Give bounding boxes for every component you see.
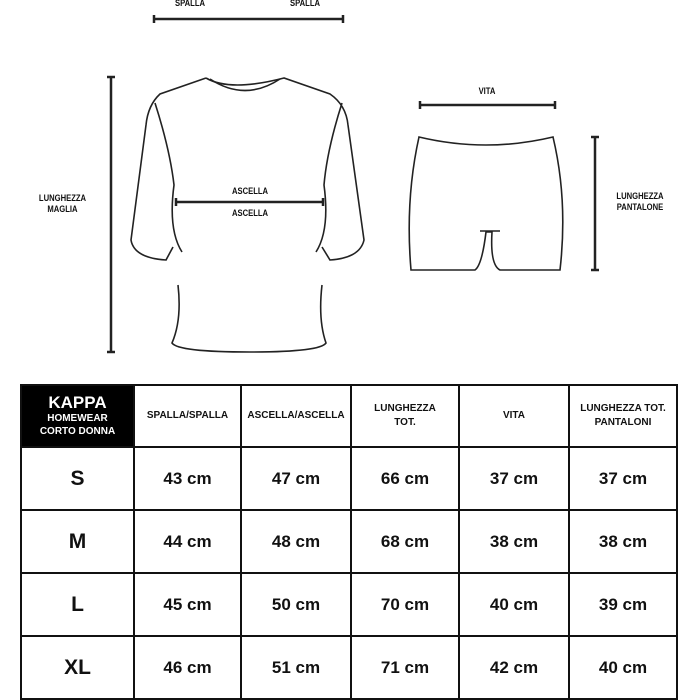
underarm-label-top: ASCELLA (231, 186, 269, 196)
size-chart-table: KAPPA HOMEWEAR CORTO DONNA SPALLA/SPALLA… (20, 384, 678, 700)
brand-line: HOMEWEAR (47, 413, 108, 424)
product-line: CORTO DONNA (39, 426, 116, 437)
brand-name: KAPPA (48, 393, 107, 412)
measurement-cell: 39 cm (568, 572, 678, 637)
measurement-cell: 44 cm (133, 509, 242, 574)
pants-length-label-line1: LUNGHEZZA (616, 191, 664, 201)
shoulder-measure-line (152, 15, 345, 23)
measurement-cell: 43 cm (133, 446, 242, 511)
measurement-cell: 38 cm (458, 509, 570, 574)
brand-cell: KAPPA HOMEWEAR CORTO DONNA (20, 384, 135, 448)
header-text: SPALLA/SPALLA (146, 410, 229, 421)
garment-diagram (107, 15, 599, 354)
size-cell: XL (20, 635, 135, 700)
shirt-length-measure-line (107, 75, 115, 354)
size-cell: M (20, 509, 135, 574)
measurement-cell: 40 cm (568, 635, 678, 700)
waist-measure-line (418, 101, 557, 109)
underarm-measure-line (174, 198, 325, 206)
shoulder-label-right: SPALLA (289, 0, 321, 8)
header-text: TOT. (394, 417, 416, 428)
shirt-length-label-line2: MAGLIA (47, 204, 78, 214)
table-row: S 43 cm 47 cm 66 cm 37 cm 37 cm (20, 446, 678, 511)
measurement-cell: 38 cm (568, 509, 678, 574)
size-cell: L (20, 572, 135, 637)
pants-length-measure-line (591, 135, 599, 272)
header-text: LUNGHEZZA (374, 403, 436, 414)
waist-label: VITA (478, 86, 496, 96)
measurement-cell: 37 cm (568, 446, 678, 511)
measurement-cell: 68 cm (350, 509, 460, 574)
shoulder-label-left: SPALLA (174, 0, 206, 8)
table-row: XL 46 cm 51 cm 71 cm 42 cm 40 cm (20, 635, 678, 700)
header-total-length: LUNGHEZZA TOT. (350, 384, 460, 448)
size-cell: S (20, 446, 135, 511)
pants-length-label: LUNGHEZZA PANTALONE (606, 191, 674, 213)
measurement-cell: 51 cm (240, 635, 352, 700)
header-shoulder: SPALLA/SPALLA (133, 384, 242, 448)
measurement-cell: 71 cm (350, 635, 460, 700)
measurement-cell: 45 cm (133, 572, 242, 637)
header-underarm: ASCELLA/ASCELLA (240, 384, 352, 448)
header-text: ASCELLA/ASCELLA (247, 410, 345, 421)
measurement-cell: 70 cm (350, 572, 460, 637)
table-row: L 45 cm 50 cm 70 cm 40 cm 39 cm (20, 572, 678, 637)
shorts-outline (408, 136, 564, 271)
tshirt-outline (130, 77, 365, 353)
header-waist: VITA (458, 384, 570, 448)
header-text: VITA (502, 410, 526, 421)
measurement-cell: 47 cm (240, 446, 352, 511)
header-text: PANTALONI (594, 417, 652, 428)
measurement-cell: 66 cm (350, 446, 460, 511)
header-text: LUNGHEZZA TOT. (580, 403, 666, 414)
measurement-cell: 46 cm (133, 635, 242, 700)
header-row: KAPPA HOMEWEAR CORTO DONNA SPALLA/SPALLA… (20, 384, 678, 448)
underarm-label-bottom: ASCELLA (231, 208, 269, 218)
measurement-cell: 48 cm (240, 509, 352, 574)
shirt-length-label-line1: LUNGHEZZA (38, 193, 87, 203)
pants-length-label-line2: PANTALONE (616, 202, 664, 212)
measurement-cell: 37 cm (458, 446, 570, 511)
measurement-cell: 50 cm (240, 572, 352, 637)
measurement-cell: 42 cm (458, 635, 570, 700)
shirt-length-label: LUNGHEZZA MAGLIA (26, 193, 98, 215)
table-row: M 44 cm 48 cm 68 cm 38 cm 38 cm (20, 509, 678, 574)
measurement-cell: 40 cm (458, 572, 570, 637)
header-pants-length: LUNGHEZZA TOT. PANTALONI (568, 384, 678, 448)
